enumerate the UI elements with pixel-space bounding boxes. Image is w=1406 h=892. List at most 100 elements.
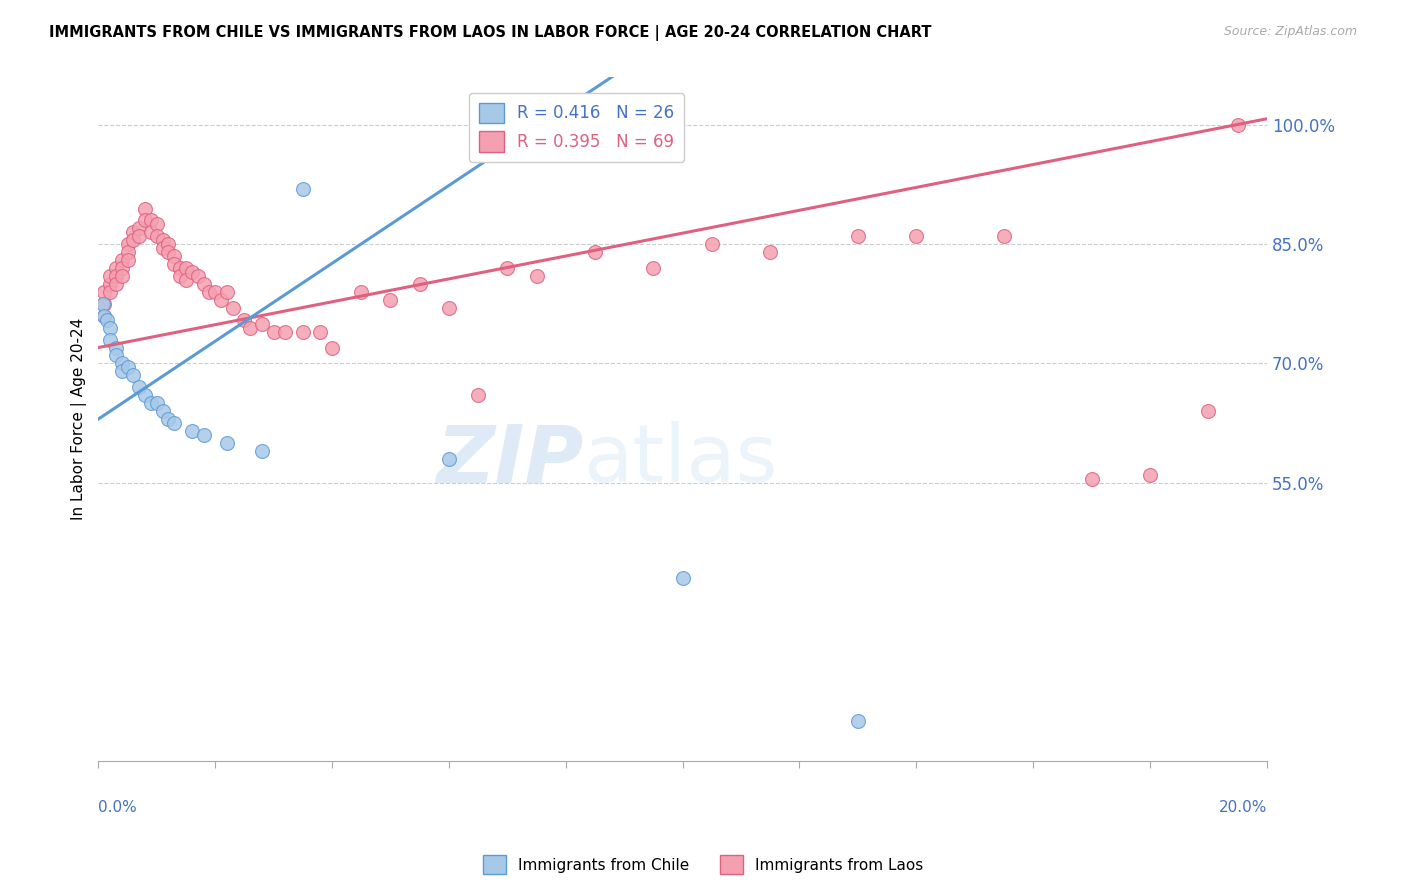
Point <box>526 268 548 283</box>
Point <box>209 293 232 307</box>
Point <box>1226 118 1249 132</box>
Point <box>163 257 186 271</box>
Point <box>146 218 169 232</box>
Text: ZIP: ZIP <box>436 421 583 499</box>
Text: 20.0%: 20.0% <box>1219 799 1267 814</box>
Point <box>759 245 782 260</box>
Point <box>198 285 221 299</box>
Point <box>204 285 226 299</box>
Point <box>152 404 174 418</box>
Point <box>157 237 180 252</box>
Point <box>169 268 191 283</box>
Point <box>146 396 169 410</box>
Point <box>222 301 245 315</box>
Point <box>643 261 665 276</box>
Point <box>163 416 186 430</box>
Point <box>215 285 238 299</box>
Point <box>174 261 197 276</box>
Point <box>122 225 145 239</box>
Point <box>134 213 156 227</box>
Text: atlas: atlas <box>583 421 778 499</box>
Point <box>152 233 174 247</box>
Point <box>409 277 432 291</box>
Point <box>98 268 121 283</box>
Point <box>93 297 115 311</box>
Point <box>122 233 145 247</box>
Point <box>104 277 127 291</box>
Point <box>846 714 869 728</box>
Point <box>139 213 162 227</box>
Point <box>1139 467 1161 482</box>
Point <box>263 325 285 339</box>
Point <box>152 241 174 255</box>
Text: Source: ZipAtlas.com: Source: ZipAtlas.com <box>1223 25 1357 38</box>
Point <box>117 237 139 252</box>
Point <box>139 225 162 239</box>
Point <box>583 245 606 260</box>
Text: 0.0%: 0.0% <box>98 799 138 814</box>
Point <box>93 309 115 323</box>
Point <box>1080 472 1102 486</box>
Point <box>98 277 121 291</box>
Point <box>104 341 127 355</box>
Point <box>91 297 114 311</box>
Legend: R = 0.416   N = 26, R = 0.395   N = 69: R = 0.416 N = 26, R = 0.395 N = 69 <box>470 93 685 161</box>
Point <box>193 277 215 291</box>
Y-axis label: In Labor Force | Age 20-24: In Labor Force | Age 20-24 <box>72 318 87 520</box>
Point <box>193 428 215 442</box>
Point <box>104 261 127 276</box>
Point <box>93 309 115 323</box>
Point <box>350 285 373 299</box>
Point <box>187 268 209 283</box>
Point <box>98 320 121 334</box>
Point <box>146 229 169 244</box>
Point <box>134 202 156 216</box>
Point <box>700 237 723 252</box>
Point <box>111 356 134 370</box>
Point <box>111 253 134 268</box>
Point <box>291 182 314 196</box>
Point <box>93 285 115 299</box>
Point <box>180 265 202 279</box>
Point <box>104 349 127 363</box>
Point <box>233 312 256 326</box>
Point <box>321 341 343 355</box>
Point <box>239 320 262 334</box>
Point <box>496 261 519 276</box>
Point <box>274 325 297 339</box>
Point <box>467 388 489 402</box>
Point <box>134 388 156 402</box>
Point <box>163 249 186 263</box>
Point <box>291 325 314 339</box>
Point <box>157 245 180 260</box>
Point <box>128 229 150 244</box>
Legend: Immigrants from Chile, Immigrants from Laos: Immigrants from Chile, Immigrants from L… <box>477 849 929 880</box>
Point <box>117 360 139 375</box>
Point <box>122 368 145 383</box>
Point <box>98 333 121 347</box>
Point <box>157 412 180 426</box>
Point <box>139 396 162 410</box>
Point <box>250 443 273 458</box>
Point <box>846 229 869 244</box>
Point <box>128 221 150 235</box>
Point <box>250 317 273 331</box>
Point <box>180 424 202 438</box>
Point <box>117 253 139 268</box>
Point <box>1198 404 1220 418</box>
Point <box>128 380 150 394</box>
Point <box>672 571 695 585</box>
Point <box>111 268 134 283</box>
Point <box>174 273 197 287</box>
Point <box>169 261 191 276</box>
Point <box>98 285 121 299</box>
Point <box>111 261 134 276</box>
Point <box>104 268 127 283</box>
Point <box>993 229 1015 244</box>
Text: IMMIGRANTS FROM CHILE VS IMMIGRANTS FROM LAOS IN LABOR FORCE | AGE 20-24 CORRELA: IMMIGRANTS FROM CHILE VS IMMIGRANTS FROM… <box>49 25 932 41</box>
Point <box>309 325 332 339</box>
Point <box>215 436 238 450</box>
Point <box>111 364 134 378</box>
Point <box>437 301 460 315</box>
Point <box>96 312 118 326</box>
